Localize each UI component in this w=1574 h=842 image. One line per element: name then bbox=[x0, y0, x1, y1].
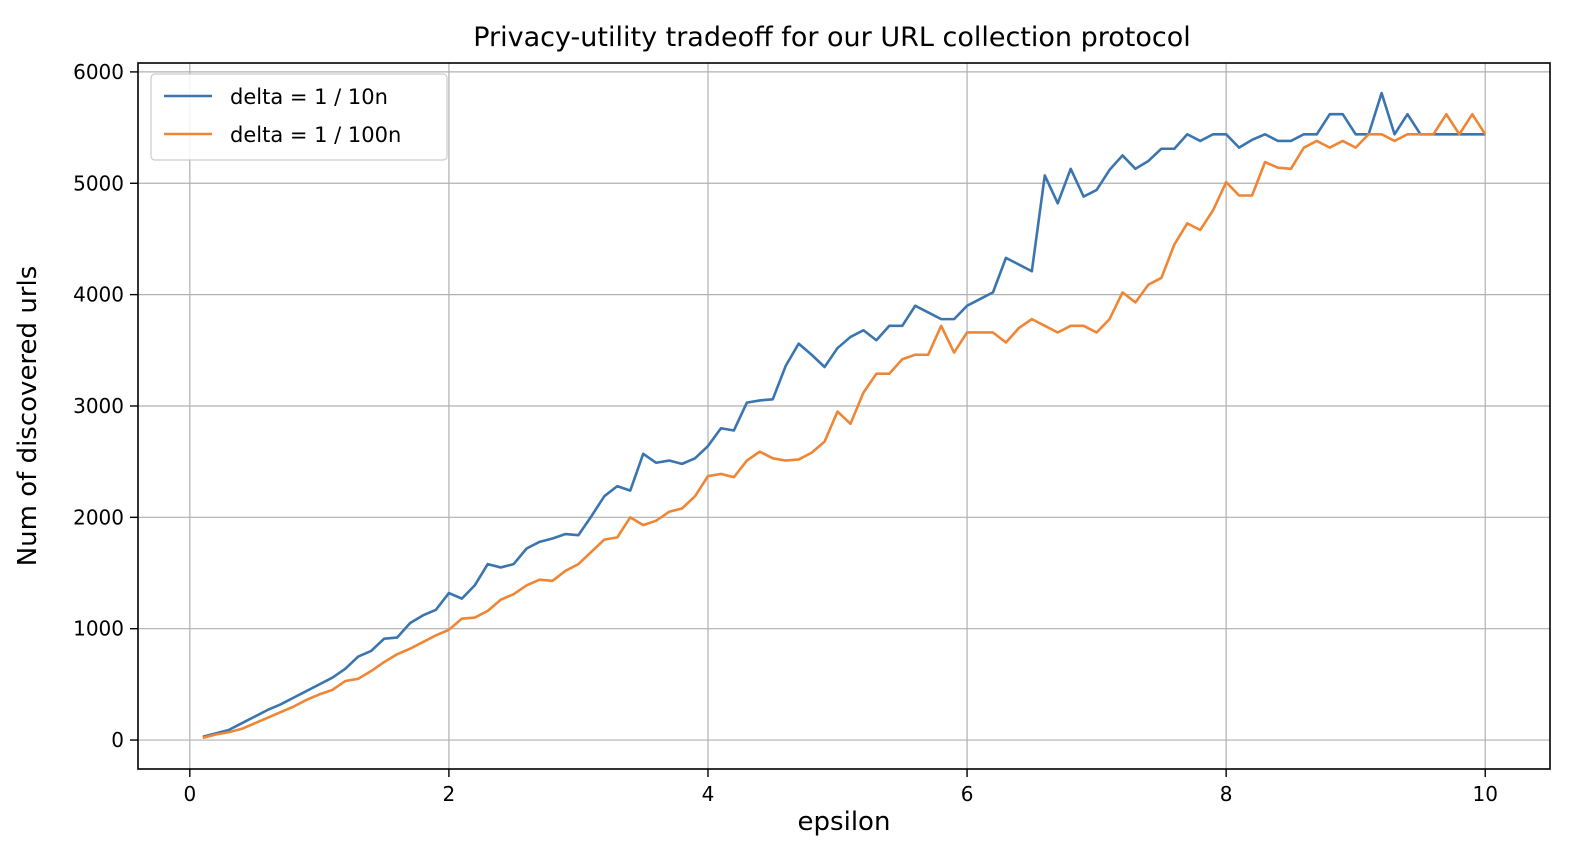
x-tick-label: 6 bbox=[961, 782, 974, 806]
x-tick-label: 4 bbox=[702, 782, 715, 806]
y-tick-label: 4000 bbox=[73, 283, 124, 307]
series-layer bbox=[202, 91, 1487, 740]
y-tick-label: 5000 bbox=[73, 171, 124, 195]
legend-label-series-1: delta = 1 / 10n bbox=[230, 85, 388, 109]
x-tick-label: 8 bbox=[1220, 782, 1233, 806]
y-tick-label: 3000 bbox=[73, 394, 124, 418]
x-tick-label: 0 bbox=[183, 782, 196, 806]
y-tick-label: 1000 bbox=[73, 617, 124, 641]
y-tick-label: 2000 bbox=[73, 505, 124, 529]
legend-label-series-2: delta = 1 / 100n bbox=[230, 123, 401, 147]
y-axis-label: Num of discovered urls bbox=[13, 266, 43, 567]
x-axis-label: epsilon bbox=[798, 807, 891, 837]
series-line-2 bbox=[202, 112, 1487, 740]
legend-box bbox=[150, 73, 448, 161]
axis-ticks: 0 2 4 6 8 10 0 1000 2000 3000 4000 5000 6000 bbox=[73, 60, 1498, 806]
y-tick-label: 0 bbox=[111, 728, 124, 752]
y-tick-label: 6000 bbox=[73, 60, 124, 84]
legend: delta = 1 / 10n delta = 1 / 100n bbox=[150, 73, 448, 161]
chart-title: Privacy-utility tradeoff for our URL col… bbox=[473, 22, 1191, 53]
plot-frame bbox=[137, 62, 1551, 770]
grid-lines bbox=[138, 63, 1550, 769]
series-line-1 bbox=[202, 91, 1486, 738]
x-tick-label: 10 bbox=[1473, 782, 1498, 806]
x-tick-label: 2 bbox=[443, 782, 456, 806]
